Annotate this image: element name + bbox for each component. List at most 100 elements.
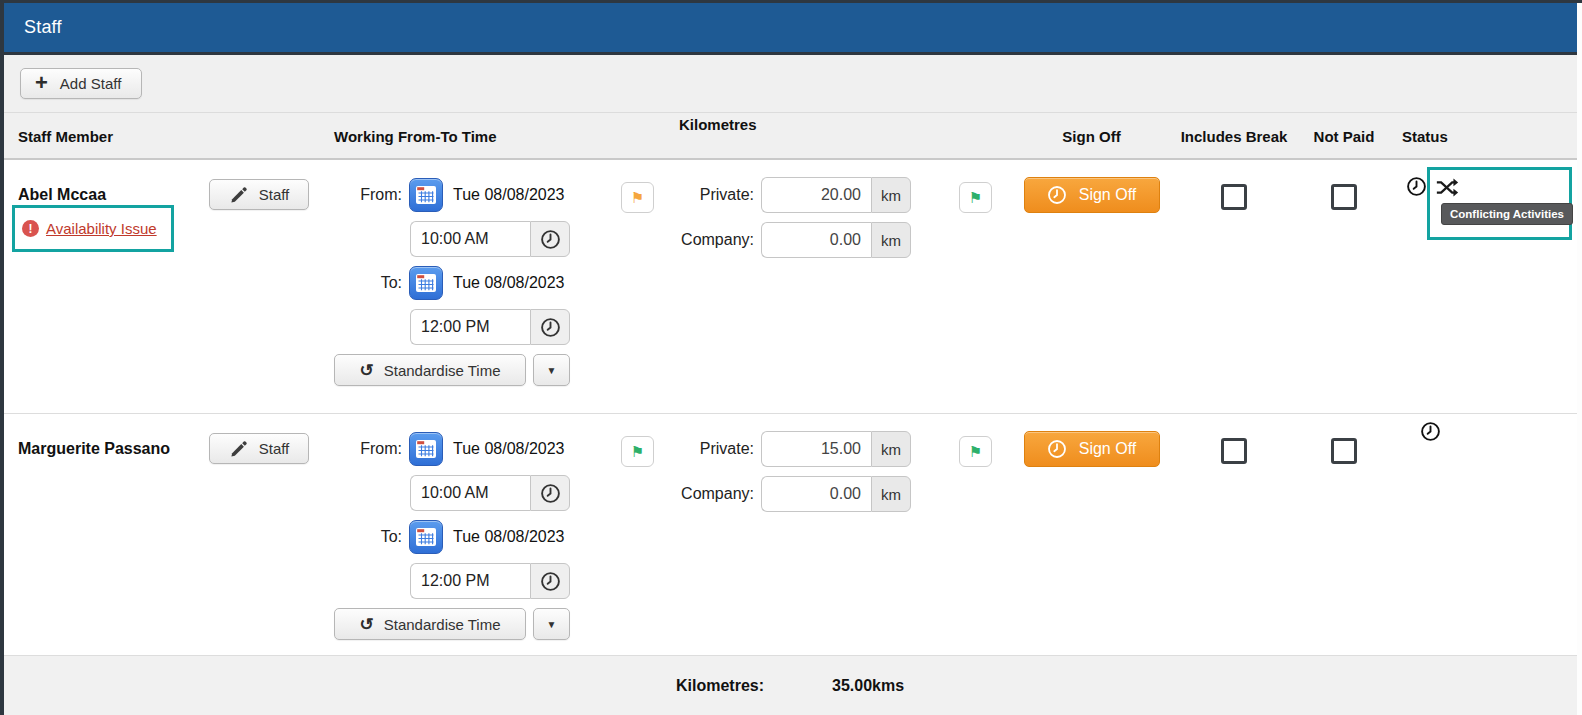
not-paid-checkbox[interactable]	[1331, 184, 1357, 210]
add-staff-label: Add Staff	[60, 75, 121, 92]
header-staff-member: Staff Member	[4, 128, 334, 158]
from-label: From:	[334, 186, 402, 204]
standardise-time-label: Standardise Time	[384, 616, 501, 633]
from-time-input[interactable]	[410, 475, 530, 511]
sign-off-cell: Sign Off	[1014, 414, 1169, 655]
from-date-calendar-button[interactable]	[409, 178, 443, 212]
to-time-clock-button[interactable]	[530, 309, 570, 345]
clock-icon	[540, 571, 561, 592]
clock-icon	[1047, 439, 1067, 459]
undo-icon: ↺	[360, 616, 374, 633]
from-date-text: Tue 08/08/2023	[453, 440, 565, 458]
km-unit-addon: km	[871, 222, 911, 258]
company-label: Company:	[664, 485, 754, 503]
kilometres-cell: Private: km Company: km ⚑	[664, 160, 1014, 413]
staff-member-cell: Abel Mccaa Staff Availability Issue	[4, 160, 334, 413]
undo-icon: ↺	[360, 362, 374, 379]
company-km-input[interactable]	[761, 222, 871, 258]
kilometres-cell: Private: km Company: km ⚑	[664, 414, 1014, 655]
calendar-icon	[414, 183, 438, 207]
working-time-cell: From: Tue 08/08/2023 To: T	[334, 160, 664, 413]
standardise-time-dropdown-button[interactable]: ▼	[533, 608, 570, 640]
calendar-icon	[414, 271, 438, 295]
flag-icon: ⚑	[969, 189, 982, 207]
to-time-input[interactable]	[410, 563, 530, 599]
private-label: Private:	[664, 186, 754, 204]
from-time-input[interactable]	[410, 221, 530, 257]
from-label: From:	[334, 440, 402, 458]
sign-off-button[interactable]: Sign Off	[1024, 177, 1160, 213]
chevron-down-icon: ▼	[547, 619, 557, 630]
standardise-time-button[interactable]: ↺ Standardise Time	[334, 608, 526, 640]
pencil-icon	[229, 439, 249, 459]
from-date-text: Tue 08/08/2023	[453, 186, 565, 204]
working-time-cell: From: Tue 08/08/2023 To: T	[334, 414, 664, 655]
staff-button-label: Staff	[259, 440, 290, 457]
time-flag-button[interactable]: ⚑	[621, 182, 654, 213]
not-paid-cell	[1299, 160, 1389, 413]
from-date-calendar-button[interactable]	[409, 432, 443, 466]
clock-status-icon	[1420, 421, 1441, 442]
conflicting-activities-annotation: Conflicting Activities	[1427, 167, 1572, 240]
chevron-down-icon: ▼	[547, 365, 557, 376]
includes-break-cell	[1169, 160, 1299, 413]
header-working-time: Working From-To Time	[334, 128, 664, 158]
kilometres-total-value: 35.00kms	[832, 677, 904, 695]
includes-break-checkbox[interactable]	[1221, 184, 1247, 210]
clock-status-icon	[1406, 176, 1427, 197]
table-row: Abel Mccaa Staff Availability Issue From…	[4, 160, 1582, 413]
standardise-time-label: Standardise Time	[384, 362, 501, 379]
status-cell: Conflicting Activities	[1389, 160, 1582, 413]
km-unit-addon: km	[871, 431, 911, 467]
not-paid-checkbox[interactable]	[1331, 438, 1357, 464]
edit-staff-button[interactable]: Staff	[209, 179, 309, 210]
standardise-time-dropdown-button[interactable]: ▼	[533, 354, 570, 386]
calendar-icon	[414, 437, 438, 461]
to-time-input[interactable]	[410, 309, 530, 345]
right-edge-strip	[1577, 3, 1582, 715]
header-sign-off: Sign Off	[1014, 128, 1169, 158]
availability-issue-annotation: Availability Issue	[12, 205, 174, 252]
page-title: Staff	[24, 17, 62, 38]
private-label: Private:	[664, 440, 754, 458]
includes-break-cell	[1169, 414, 1299, 655]
from-time-clock-button[interactable]	[530, 221, 570, 257]
to-date-calendar-button[interactable]	[409, 520, 443, 554]
table-header-row: Staff Member Working From-To Time Kilome…	[4, 113, 1582, 160]
staff-panel: Staff + Add Staff Staff Member Working F…	[0, 0, 1582, 715]
title-bar: Staff	[4, 3, 1582, 55]
clock-icon	[1047, 185, 1067, 205]
clock-icon	[540, 317, 561, 338]
time-flag-button[interactable]: ⚑	[621, 436, 654, 467]
flag-icon: ⚑	[631, 189, 644, 207]
not-paid-cell	[1299, 414, 1389, 655]
standardise-time-button[interactable]: ↺ Standardise Time	[334, 354, 526, 386]
to-date-calendar-button[interactable]	[409, 266, 443, 300]
flag-icon: ⚑	[631, 443, 644, 461]
to-date-text: Tue 08/08/2023	[453, 528, 565, 546]
staff-button-label: Staff	[259, 186, 290, 203]
sign-off-button[interactable]: Sign Off	[1024, 431, 1160, 467]
staff-member-cell: Marguerite Passano Staff	[4, 414, 334, 655]
to-time-clock-button[interactable]	[530, 563, 570, 599]
from-time-clock-button[interactable]	[530, 475, 570, 511]
km-flag-button[interactable]: ⚑	[959, 182, 992, 213]
km-unit-addon: km	[871, 177, 911, 213]
header-status: Status	[1389, 128, 1582, 158]
private-km-input[interactable]	[761, 431, 871, 467]
km-unit-addon: km	[871, 476, 911, 512]
header-not-paid: Not Paid	[1299, 128, 1389, 158]
status-cell	[1389, 414, 1582, 655]
km-flag-button[interactable]: ⚑	[959, 436, 992, 467]
includes-break-checkbox[interactable]	[1221, 438, 1247, 464]
totals-row: Kilometres: 35.00kms	[4, 655, 1582, 715]
sign-off-cell: Sign Off	[1014, 160, 1169, 413]
edit-staff-button[interactable]: Staff	[209, 433, 309, 464]
to-label: To:	[334, 274, 402, 292]
company-km-input[interactable]	[761, 476, 871, 512]
availability-issue-link[interactable]: Availability Issue	[46, 220, 157, 237]
add-staff-button[interactable]: + Add Staff	[20, 68, 142, 99]
sign-off-label: Sign Off	[1079, 440, 1137, 458]
clock-icon	[540, 483, 561, 504]
private-km-input[interactable]	[761, 177, 871, 213]
